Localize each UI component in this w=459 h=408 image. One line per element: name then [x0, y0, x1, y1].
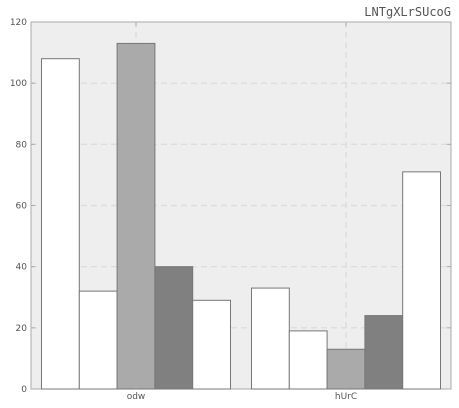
x-axis: odw hUrC	[127, 22, 357, 402]
y-axis: 0 20 40 60 80 100 120	[10, 18, 451, 395]
bar	[116, 42, 156, 390]
y-tick-label: 80	[16, 140, 28, 150]
bar	[192, 299, 231, 390]
bars	[41, 42, 442, 390]
y-tick-label: 0	[21, 385, 27, 395]
chart-title: LNTgXLrSUcoG	[364, 5, 451, 19]
y-tick-label: 120	[10, 18, 27, 28]
x-tick-label: hUrC	[335, 392, 357, 402]
bar	[402, 171, 442, 390]
bar	[41, 58, 80, 390]
y-tick-label: 20	[16, 324, 28, 334]
bar	[288, 330, 328, 390]
bar	[78, 290, 118, 390]
bar	[364, 315, 404, 390]
x-tick-label: odw	[127, 392, 146, 402]
bar	[154, 266, 194, 390]
y-tick-label: 40	[16, 263, 28, 273]
y-tick-label: 100	[10, 79, 27, 89]
bar	[251, 287, 290, 390]
bar	[326, 348, 366, 390]
y-tick-label: 60	[16, 202, 28, 212]
